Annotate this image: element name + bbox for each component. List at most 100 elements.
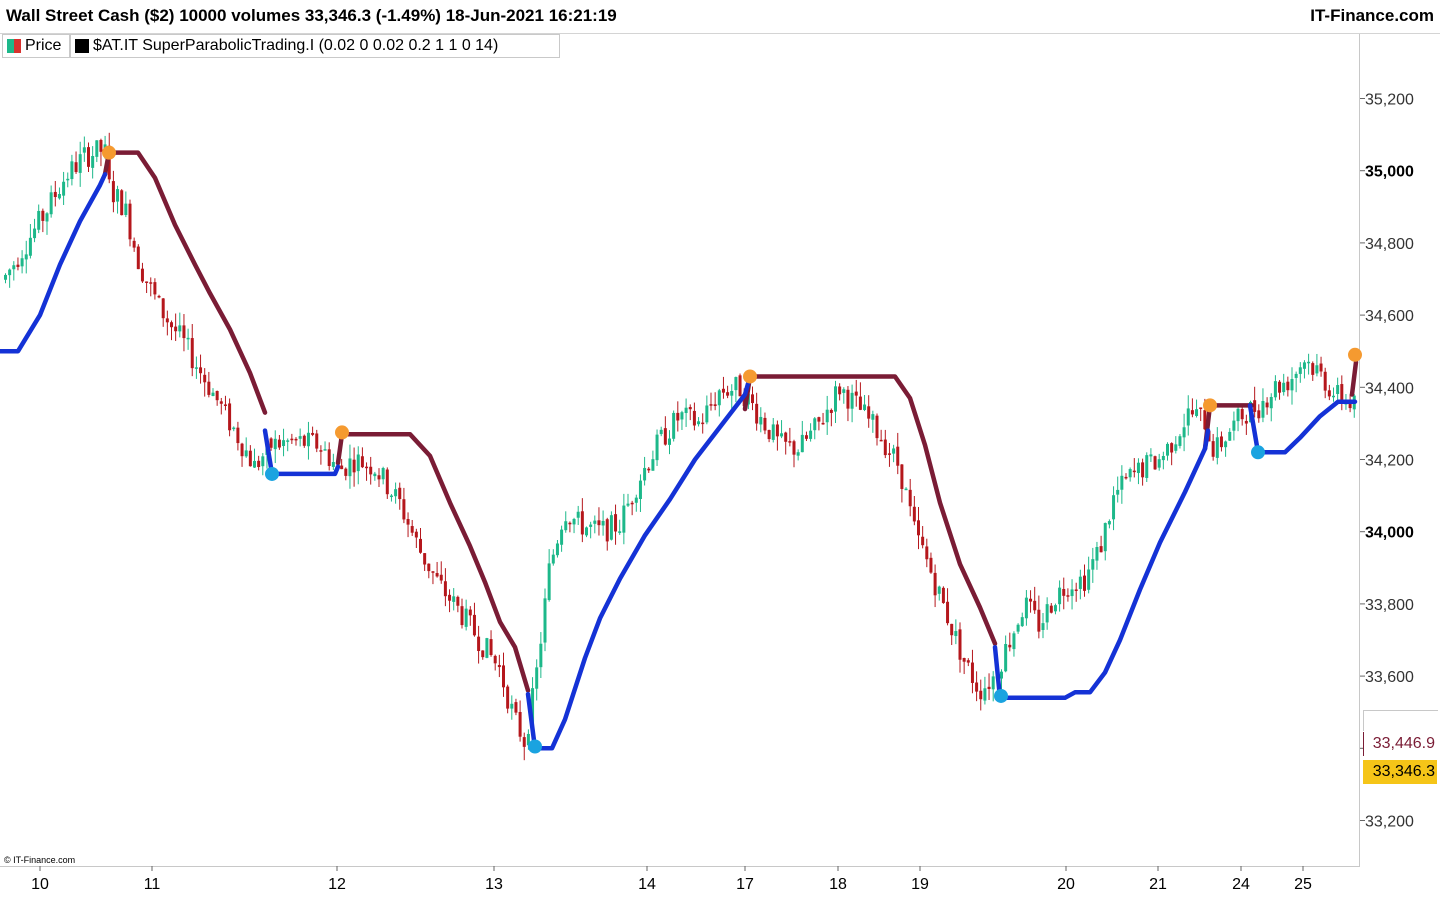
candle-down [975, 682, 979, 692]
candle-down [410, 526, 414, 533]
candle-down [854, 391, 858, 396]
candle-down [1265, 402, 1269, 408]
candle-up [531, 688, 535, 733]
candle-down [676, 412, 680, 421]
brand-label[interactable]: IT-Finance.com [1310, 6, 1434, 25]
legend-item-indicator[interactable]: $AT.IT SuperParabolicTrading.I (0.02 0 0… [70, 34, 560, 58]
candle-down [1319, 363, 1323, 372]
candle-up [124, 203, 128, 215]
candle-down [966, 660, 970, 663]
x-tick-label: 18 [829, 876, 847, 893]
candle-up [1078, 576, 1082, 589]
reversal-point [528, 739, 542, 754]
candle-up [1273, 381, 1277, 398]
indicator-down-line [742, 374, 998, 646]
candle-up [1224, 441, 1228, 448]
candle-up [82, 147, 86, 153]
candle-down [958, 629, 962, 660]
legend-item-price[interactable]: Price [2, 34, 70, 58]
legend-price-label: Price [25, 37, 62, 54]
time-axis[interactable]: 10 11 12 13 14 17 18 19 20 21 24 25 [31, 866, 1312, 893]
candle-down [74, 162, 78, 173]
candle-down [157, 295, 161, 298]
candle-up [373, 473, 377, 477]
candle-up [91, 156, 95, 168]
candle-down [713, 404, 717, 406]
candle-down [344, 468, 348, 476]
candle-down [1207, 430, 1211, 442]
candle-down [443, 581, 447, 597]
candle-up [626, 503, 630, 506]
candle-down [970, 662, 974, 683]
candle-up [668, 438, 671, 445]
candle-down [489, 639, 493, 656]
indicator-up-line [992, 428, 1211, 701]
reversal-point [335, 425, 349, 440]
candle-up [20, 258, 24, 267]
candle-up [555, 543, 559, 556]
candle-up [103, 144, 107, 152]
candle-up [78, 154, 82, 173]
reversal-point [1251, 445, 1265, 460]
candle-down [1074, 589, 1078, 591]
candle-up [983, 688, 987, 701]
candle-down [647, 468, 651, 471]
candle-down [153, 282, 157, 295]
candle-down [302, 435, 306, 446]
candle-down [738, 375, 742, 397]
candle-up [593, 520, 597, 524]
candle-up [1315, 365, 1319, 374]
candle-down [821, 422, 825, 425]
candle-up [1045, 604, 1049, 623]
candle-down [1170, 443, 1174, 453]
candle-up [244, 450, 248, 457]
candle-down [406, 519, 410, 525]
candle-down [161, 298, 165, 319]
candle-up [1004, 644, 1008, 672]
candle-down [423, 553, 427, 565]
candle-down [236, 427, 240, 444]
candle-up [547, 563, 551, 601]
indicator-layer [0, 150, 1359, 751]
candle-down [1348, 401, 1352, 409]
candle-up [991, 676, 995, 690]
candle-up [1149, 454, 1153, 457]
candle-up [526, 733, 530, 746]
candle-up [1178, 436, 1182, 446]
candle-up [680, 412, 684, 420]
candle-down [933, 572, 937, 596]
candle-down [1033, 600, 1037, 611]
candle-down [228, 403, 232, 431]
candle-up [622, 505, 626, 533]
candle-down [1240, 409, 1244, 420]
candle-down [149, 282, 153, 284]
x-tick-label: 14 [638, 876, 656, 893]
candle-down [257, 460, 261, 468]
candle-down [99, 139, 103, 152]
candle-down [908, 489, 912, 507]
candle-up [1070, 589, 1074, 597]
candle-down [941, 587, 945, 603]
candle-up [1215, 437, 1219, 458]
candle-up [618, 531, 622, 533]
candle-up [717, 390, 721, 406]
x-tick-label: 13 [485, 876, 503, 893]
candle-up [634, 497, 638, 503]
candle-up [1332, 395, 1335, 398]
candle-down [1124, 476, 1128, 479]
candle-down [1029, 598, 1033, 602]
candle-down [962, 657, 966, 662]
candle-up [730, 390, 734, 396]
candle-down [398, 487, 402, 500]
candle-down [140, 268, 144, 282]
candle-up [560, 529, 564, 545]
candle-up [1136, 462, 1140, 474]
candle-up [1307, 361, 1311, 364]
indicator-up-line [1247, 399, 1358, 455]
candle-down [788, 441, 792, 443]
candle-up [564, 521, 568, 531]
y-tick-label: 34,000 [1365, 525, 1414, 542]
candle-up [116, 189, 120, 202]
candle-up [286, 440, 290, 442]
